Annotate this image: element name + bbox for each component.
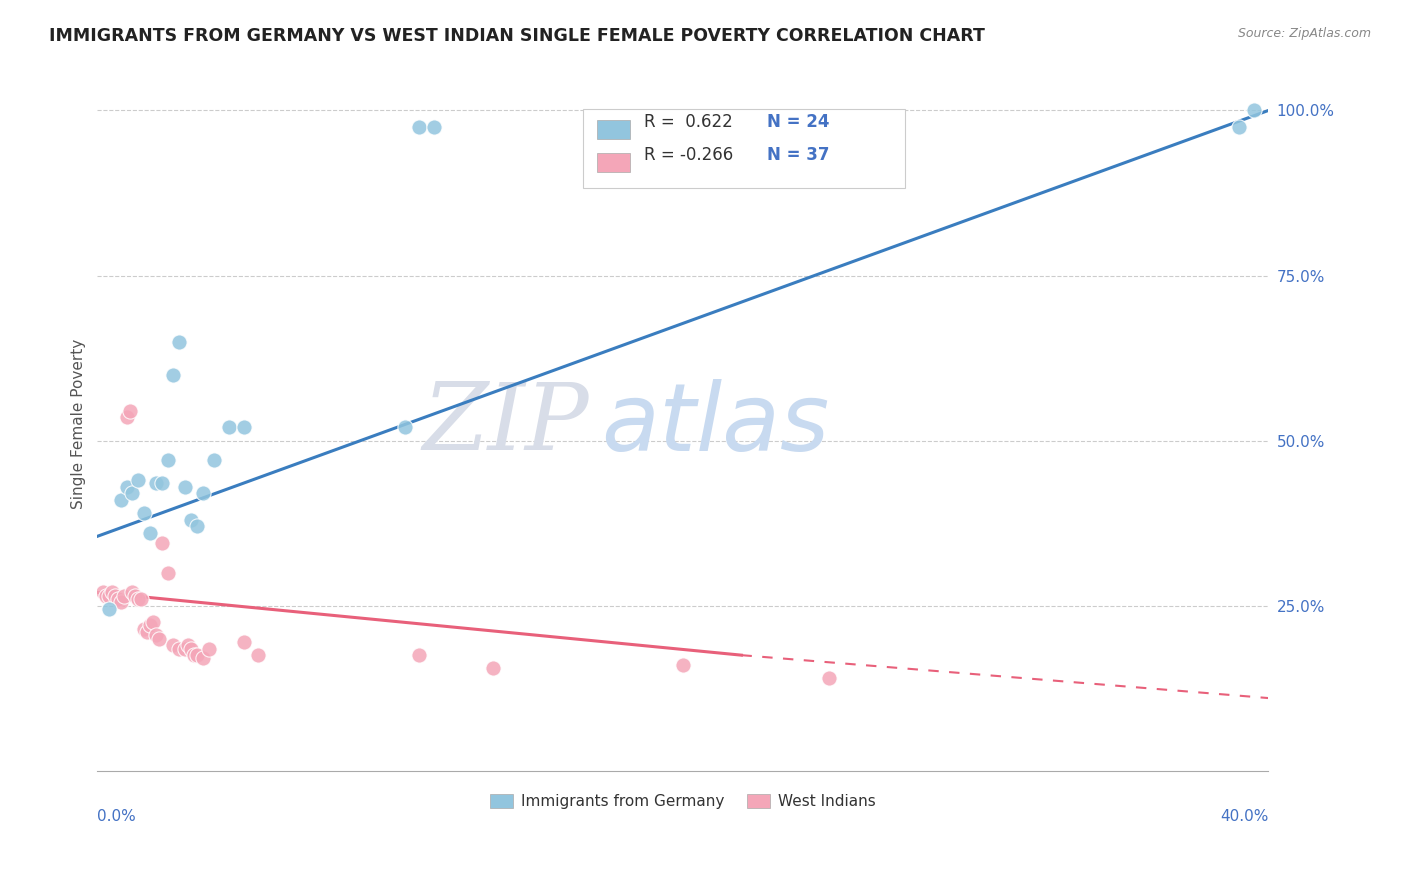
Point: [139, 618, 162, 632]
Text: R =  0.622: R = 0.622: [644, 112, 733, 131]
Point: [94, 589, 117, 603]
Point: [218, 420, 240, 434]
Point: [110, 493, 132, 508]
Point: [1243, 103, 1265, 118]
Point: [162, 638, 184, 652]
Point: [139, 526, 162, 541]
Point: [186, 519, 208, 533]
Point: [191, 486, 214, 500]
Point: [127, 592, 149, 607]
Point: [408, 648, 430, 662]
Point: [408, 120, 430, 134]
Point: [121, 486, 143, 500]
Point: [162, 368, 184, 382]
Point: [145, 628, 167, 642]
Point: [115, 410, 138, 425]
FancyBboxPatch shape: [583, 109, 905, 188]
Point: [169, 641, 191, 656]
Point: [150, 536, 173, 550]
Point: [232, 635, 254, 649]
Point: [1227, 120, 1250, 134]
Point: [481, 661, 503, 675]
Point: [232, 420, 254, 434]
Text: 0.0%: 0.0%: [97, 809, 136, 824]
Point: [115, 480, 138, 494]
Point: [127, 473, 149, 487]
FancyBboxPatch shape: [598, 120, 630, 139]
Point: [98, 602, 121, 616]
Point: [129, 592, 152, 607]
Point: [156, 566, 179, 580]
Point: [818, 671, 841, 685]
Point: [101, 585, 124, 599]
Text: Source: ZipAtlas.com: Source: ZipAtlas.com: [1237, 27, 1371, 40]
Point: [204, 453, 226, 467]
Point: [121, 585, 143, 599]
Point: [112, 589, 135, 603]
Point: [145, 476, 167, 491]
Point: [136, 625, 159, 640]
Point: [423, 120, 446, 134]
Text: N = 37: N = 37: [768, 146, 830, 164]
Point: [91, 585, 114, 599]
Text: R = -0.266: R = -0.266: [644, 146, 734, 164]
Point: [134, 506, 156, 520]
Point: [247, 648, 270, 662]
Point: [174, 480, 197, 494]
Text: IMMIGRANTS FROM GERMANY VS WEST INDIAN SINGLE FEMALE POVERTY CORRELATION CHART: IMMIGRANTS FROM GERMANY VS WEST INDIAN S…: [49, 27, 986, 45]
Point: [124, 589, 146, 603]
Point: [180, 641, 202, 656]
Point: [180, 513, 202, 527]
Point: [156, 453, 179, 467]
Point: [169, 334, 191, 349]
Y-axis label: Single Female Poverty: Single Female Poverty: [72, 339, 86, 509]
Text: atlas: atlas: [600, 378, 830, 469]
FancyBboxPatch shape: [598, 153, 630, 172]
Legend: Immigrants from Germany, West Indians: Immigrants from Germany, West Indians: [484, 788, 882, 815]
Point: [183, 648, 205, 662]
Point: [104, 589, 127, 603]
Point: [177, 638, 200, 652]
Point: [98, 589, 121, 603]
Point: [150, 476, 173, 491]
Point: [142, 615, 165, 629]
Point: [197, 641, 219, 656]
Point: [118, 404, 141, 418]
Point: [191, 651, 214, 665]
Point: [394, 420, 416, 434]
Point: [110, 595, 132, 609]
Text: ZIP: ZIP: [423, 379, 589, 469]
Text: N = 24: N = 24: [768, 112, 830, 131]
Point: [174, 641, 197, 656]
Point: [148, 632, 170, 646]
Point: [134, 622, 156, 636]
Point: [672, 658, 695, 673]
Point: [107, 592, 129, 607]
Text: 40.0%: 40.0%: [1220, 809, 1268, 824]
Point: [186, 648, 208, 662]
